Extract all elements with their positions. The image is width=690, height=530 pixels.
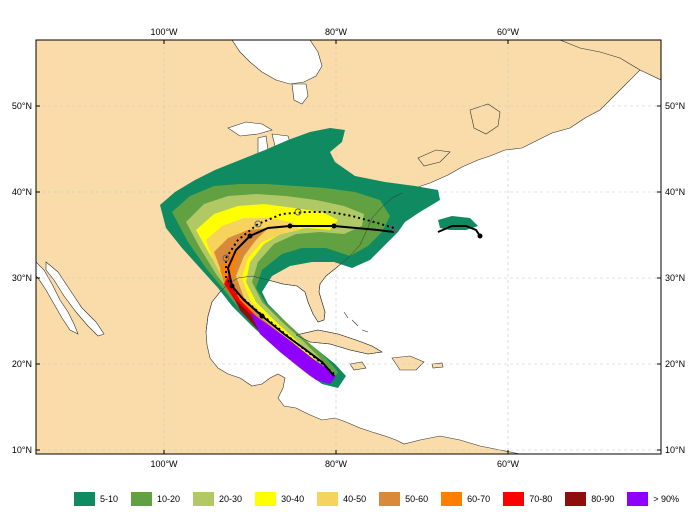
legend-item: 70-80: [503, 492, 552, 506]
legend-item: 10-20: [131, 492, 180, 506]
lat-label-left: 30°N: [12, 273, 32, 283]
track-point: [287, 223, 293, 229]
legend-swatch: [627, 492, 649, 506]
lat-label-right: 20°N: [665, 359, 685, 369]
ensemble-point: [390, 224, 398, 232]
lake-superior: [227, 121, 273, 137]
track-point: [331, 223, 337, 229]
legend-label: 70-80: [529, 494, 553, 504]
track-point: [229, 283, 235, 289]
lon-label-bottom: 100°W: [150, 459, 178, 469]
lat-label-right: 40°N: [665, 187, 685, 197]
track-point: [477, 233, 483, 239]
legend-label: 5-10: [100, 494, 119, 504]
legend-swatch: [317, 492, 339, 506]
legend-item: 80-90: [565, 492, 614, 506]
legend-swatch: [379, 492, 401, 506]
james-bay: [291, 83, 309, 105]
probability-legend: 5-10 10-20 20-30 30-40 40-50 50-60 60-70…: [74, 489, 679, 509]
legend-label: 80-90: [591, 494, 615, 504]
nova-scotia: [417, 149, 451, 167]
ensemble-mean-track: [225, 211, 395, 375]
newfoundland: [469, 103, 501, 135]
lon-label-bottom: 80°W: [325, 459, 348, 469]
track-point: [259, 313, 265, 319]
track-point: [247, 233, 253, 239]
legend-swatch: [193, 492, 215, 506]
lat-label-right: 10°N: [665, 445, 685, 455]
lat-label-right: 30°N: [665, 273, 685, 283]
coastline-overlay: [205, 192, 403, 355]
legend-item: > 90%: [627, 492, 679, 506]
map-border: [35, 39, 662, 455]
legend-item: 30-40: [255, 492, 304, 506]
lon-label-bottom: 60°W: [497, 459, 520, 469]
tick-marks: [36, 40, 661, 454]
legend-label: 30-40: [281, 494, 305, 504]
legend-swatch: [565, 492, 587, 506]
gulf-of-california: [45, 261, 105, 337]
lon-label-top: 80°W: [325, 27, 348, 37]
atlantic-track: [437, 225, 481, 237]
observed-track: [226, 225, 395, 377]
strike-probability-map: 100°W 80°W 60°W 100°W 80°W 60°W 50°N 40°…: [12, 27, 685, 469]
band-over-90: [250, 312, 336, 384]
legend-item: 50-60: [379, 492, 428, 506]
legend-item: 40-50: [317, 492, 366, 506]
forecast-tracks: [222, 208, 483, 377]
legend-swatch: [441, 492, 463, 506]
lon-label-top: 60°W: [497, 27, 520, 37]
legend-label: 60-70: [467, 494, 491, 504]
legend-swatch: [255, 492, 277, 506]
legend-item: 60-70: [441, 492, 490, 506]
legend-swatch: [74, 492, 95, 506]
hispaniola: [391, 355, 425, 371]
ensemble-point: [294, 208, 302, 216]
lat-label-right: 50°N: [665, 101, 685, 111]
legend-label: > 90%: [653, 494, 680, 504]
baja-peninsula: [36, 261, 79, 335]
ensemble-point: [254, 220, 262, 228]
lat-label-left: 50°N: [12, 101, 32, 111]
greenland: [559, 40, 661, 81]
legend-label: 50-60: [405, 494, 429, 504]
ensemble-point: [222, 254, 230, 262]
lon-label-top: 100°W: [150, 27, 178, 37]
legend-item: 5-10: [74, 492, 118, 506]
lat-label-left: 10°N: [12, 445, 32, 455]
lat-label-left: 20°N: [12, 359, 32, 369]
legend-label: 40-50: [343, 494, 367, 504]
legend-swatch: [131, 492, 153, 506]
bahamas: [343, 311, 369, 333]
legend-label: 10-20: [157, 494, 181, 504]
hudson-bay: [231, 40, 323, 85]
legend-item: 20-30: [193, 492, 242, 506]
legend-swatch: [503, 492, 525, 506]
legend-label: 20-30: [219, 494, 243, 504]
lat-label-left: 40°N: [12, 187, 32, 197]
